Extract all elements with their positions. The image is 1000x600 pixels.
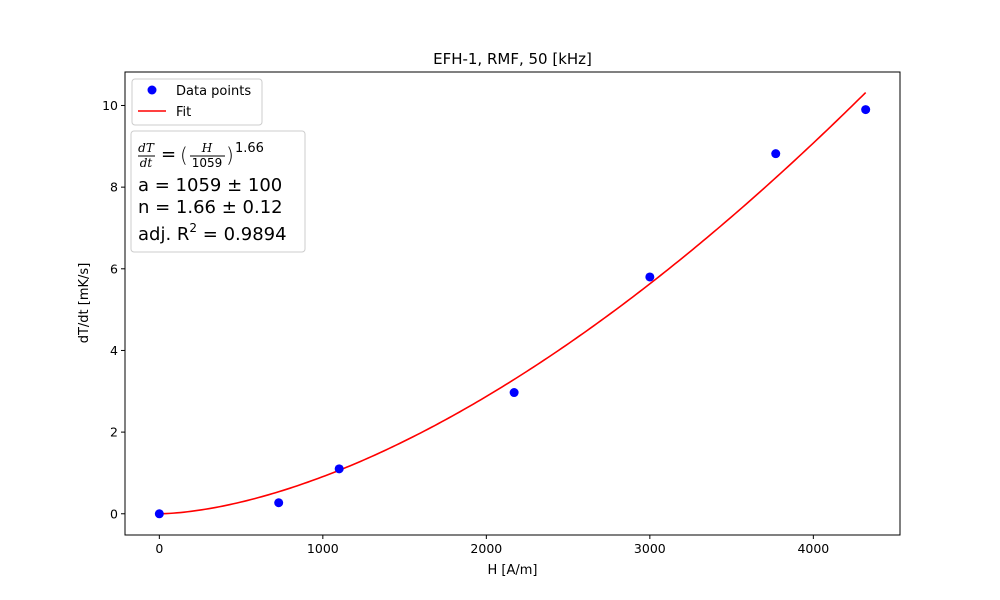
- data-point: [154, 509, 164, 519]
- y-tick-label: 6: [110, 261, 118, 276]
- legend: Data points Fit: [131, 78, 263, 126]
- formula-right-paren: ): [226, 143, 234, 167]
- data-point: [861, 105, 871, 115]
- plot-area: [154, 91, 871, 519]
- y-axis-label: dT/dt [mK/s]: [77, 263, 92, 344]
- x-tick-label: 4000: [797, 541, 829, 556]
- data-point: [771, 149, 781, 159]
- y-tick-label: 2: [110, 425, 118, 440]
- fit-adj-r2: adj. R2 = 0.9894: [138, 221, 287, 245]
- formula-lhs-numerator: dT: [138, 141, 155, 155]
- legend-label-fit: Fit: [176, 105, 191, 120]
- adj-r2-prefix: adj. R: [138, 224, 189, 245]
- x-tick-label: 2000: [470, 541, 502, 556]
- data-point: [274, 498, 284, 508]
- x-tick-label: 1000: [307, 541, 339, 556]
- chart-title: EFH-1, RMF, 50 [kHz]: [433, 50, 592, 68]
- fit-line: [159, 91, 867, 515]
- axes: 0 1000 2000 3000 4000 0 2 4 6 8 10: [102, 71, 901, 556]
- adj-r2-superscript: 2: [189, 221, 197, 235]
- y-tick-label: 0: [110, 506, 118, 521]
- fit-annotation: dT dt = ( H 1059 ) 1.66 a = 1059 ± 100 n…: [130, 130, 306, 253]
- adj-r2-value: = 0.9894: [197, 224, 287, 245]
- legend-label-data-points: Data points: [176, 84, 251, 99]
- legend-frame: [131, 78, 263, 126]
- axes-frame: [124, 71, 901, 536]
- formula-lhs-denominator: dt: [140, 156, 153, 170]
- y-tick-label: 10: [102, 98, 118, 113]
- formula-equals: =: [161, 144, 176, 165]
- data-point: [509, 388, 519, 398]
- formula-left-paren: (: [180, 143, 188, 167]
- formula-exponent: 1.66: [235, 141, 264, 156]
- x-axis-label: H [A/m]: [488, 563, 538, 578]
- x-tick-label: 0: [155, 541, 163, 556]
- fit-param-n: n = 1.66 ± 0.12: [138, 197, 283, 218]
- fit-param-a: a = 1059 ± 100: [138, 175, 282, 196]
- data-point: [334, 464, 344, 474]
- formula-numerator: H: [201, 141, 213, 155]
- y-tick-label: 8: [110, 180, 118, 195]
- annotation-frame: [130, 130, 306, 253]
- data-point: [645, 272, 655, 282]
- y-tick-label: 4: [110, 343, 118, 358]
- legend-marker-data-points: [147, 85, 157, 95]
- x-tick-label: 3000: [634, 541, 666, 556]
- formula-denominator: 1059: [192, 156, 223, 170]
